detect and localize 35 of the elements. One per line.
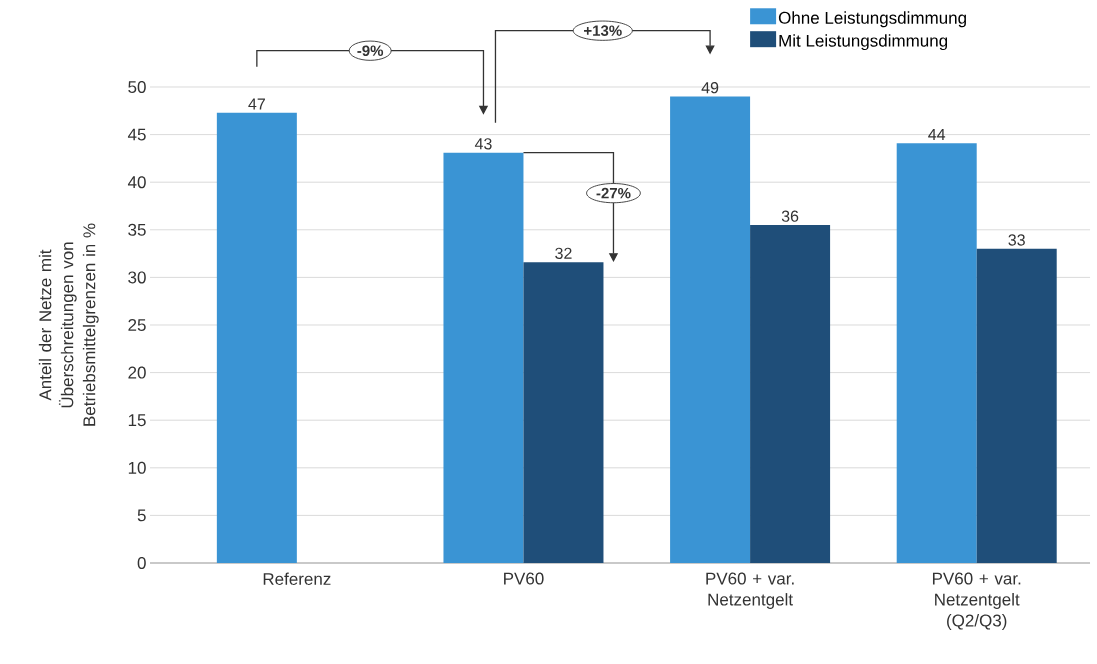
bar (896, 143, 977, 563)
bar (670, 96, 751, 563)
y-tick-label: 35 (128, 223, 146, 236)
bar (443, 152, 524, 563)
x-tick-label: PV60 + var. Netzentgelt (Q2/Q3) (932, 572, 1021, 630)
y-tick-label: 40 (127, 176, 146, 189)
legend-label: Mit Leistungsdimmung (779, 34, 948, 51)
data-label: 43 (474, 138, 492, 150)
bar (750, 225, 831, 563)
x-tick-label: Referenz (263, 572, 331, 586)
y-tick-label: 0 (137, 556, 146, 570)
data-label: 49 (701, 81, 719, 94)
bar (216, 112, 297, 563)
annotation: -27% (596, 187, 631, 199)
bar (523, 262, 604, 563)
bar (976, 248, 1057, 563)
y-tick-label: 30 (128, 271, 146, 284)
y-tick-label: 45 (127, 128, 146, 141)
text: +13% (584, 25, 622, 37)
y-tick-label: 50 (128, 80, 146, 94)
y-tick-label: 15 (128, 414, 146, 427)
x-tick-label: PV60 (504, 572, 544, 585)
data-label: 44 (928, 128, 946, 140)
legend-label: Ohne Leistungsdimmung (778, 11, 966, 28)
y-axis-title: Anteil der Netze mit Überschreitungen von Betriebsmittelgrenzen in % (38, 223, 99, 426)
y-tick-label: 20 (128, 366, 146, 379)
x-tick-label: PV60 + var. Netzentgelt (706, 572, 794, 609)
y-tick-label: 25 (128, 318, 146, 332)
data-label: 47 (248, 98, 265, 110)
data-label: 32 (555, 247, 572, 259)
data-label: 33 (1008, 234, 1025, 246)
text: -9% (357, 45, 384, 56)
y-tick-label: 5 (137, 509, 146, 522)
data-label: 36 (781, 210, 799, 222)
y-tick-label: 10 (128, 461, 146, 474)
